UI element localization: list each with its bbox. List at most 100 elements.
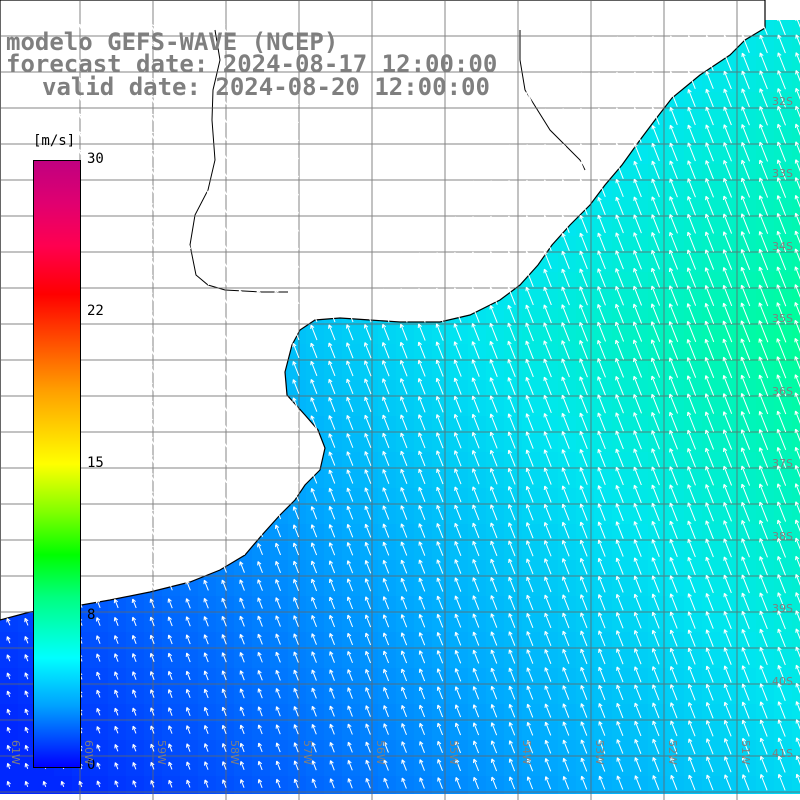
wind-arrow — [777, 70, 786, 90]
wind-arrow — [687, 447, 696, 468]
wind-arrow — [364, 181, 372, 196]
wind-arrow — [329, 21, 335, 33]
wind-arrow — [364, 451, 372, 466]
wind-arrow — [60, 23, 65, 32]
wind-arrow — [149, 671, 155, 680]
wind-arrow — [777, 628, 786, 648]
wind-arrow — [184, 290, 192, 304]
wind-arrow — [615, 196, 624, 216]
wind-arrow — [508, 685, 516, 700]
wind-arrow — [292, 253, 300, 268]
wind-arrow — [688, 774, 696, 791]
wind-arrow — [561, 412, 570, 432]
wind-arrow — [652, 684, 660, 701]
wind-arrow — [669, 249, 679, 270]
wind-arrow — [633, 448, 642, 468]
wind-arrow — [561, 521, 570, 539]
wind-arrow — [400, 577, 408, 592]
wind-arrow — [687, 213, 696, 234]
wind-arrow — [453, 395, 462, 413]
wind-arrow — [131, 201, 137, 213]
wind-arrow — [5, 291, 11, 303]
wind-arrow — [418, 577, 426, 592]
wind-arrow — [23, 436, 29, 447]
lat-label: 36S — [772, 385, 793, 398]
wind-arrow — [561, 304, 570, 324]
wind-arrow — [113, 562, 119, 573]
wind-arrow — [687, 178, 696, 198]
wind-arrow — [257, 524, 264, 538]
wind-arrow — [651, 520, 660, 540]
wind-arrow — [275, 778, 281, 789]
wind-arrow — [274, 200, 282, 214]
field-cell — [792, 272, 800, 290]
wind-arrow — [776, 195, 787, 216]
wind-arrow — [507, 251, 516, 269]
wind-arrow — [131, 598, 137, 609]
wind-arrow — [633, 18, 642, 35]
wind-arrow — [149, 652, 155, 663]
wind-arrow — [382, 559, 390, 574]
wind-arrow — [113, 489, 119, 501]
wind-arrow — [490, 522, 498, 539]
wind-arrow — [383, 723, 389, 735]
wind-arrow — [525, 233, 534, 251]
field-cell — [792, 452, 800, 470]
wind-arrow — [454, 91, 462, 106]
wind-arrow — [131, 544, 137, 555]
wind-arrow — [149, 489, 155, 501]
wind-arrow — [95, 308, 101, 322]
wind-arrow — [435, 414, 444, 431]
wind-arrow — [597, 214, 606, 234]
wind-arrow — [364, 396, 372, 413]
wind-arrow — [740, 374, 751, 397]
wind-arrow — [777, 574, 786, 594]
wind-arrow — [723, 88, 732, 108]
wind-arrow — [436, 450, 444, 467]
wind-arrow — [6, 690, 11, 698]
wind-arrow — [686, 339, 697, 360]
wind-arrow — [292, 542, 300, 556]
wind-arrow — [740, 320, 751, 343]
wind-arrow — [95, 453, 101, 465]
wind-arrow — [292, 128, 300, 142]
lat-label: 40S — [772, 675, 793, 688]
wind-arrow — [490, 595, 498, 610]
wind-arrow — [418, 450, 426, 467]
wind-arrow — [186, 779, 191, 788]
wind-arrow — [113, 41, 119, 50]
wind-arrow — [633, 430, 642, 450]
wind-arrow — [633, 71, 642, 89]
wind-arrow — [759, 719, 768, 737]
wind-arrow — [149, 183, 155, 195]
wind-arrow — [668, 303, 679, 324]
wind-arrow — [239, 543, 245, 555]
wind-arrow — [544, 685, 552, 700]
wind-arrow — [615, 143, 624, 161]
wind-arrow — [472, 162, 480, 179]
lon-label: 51W — [739, 740, 752, 765]
wind-arrow — [651, 611, 660, 629]
wind-arrow — [185, 183, 191, 195]
wind-arrow — [328, 92, 336, 106]
wind-arrow — [95, 183, 101, 195]
wind-arrow — [221, 22, 227, 33]
wind-arrow — [759, 88, 768, 108]
wind-arrow — [562, 612, 570, 629]
wind-arrow — [651, 71, 660, 89]
wind-arrow — [580, 703, 588, 718]
wind-arrow — [759, 592, 768, 612]
wind-arrow — [724, 756, 732, 773]
wind-arrow — [256, 271, 264, 286]
wind-arrow — [543, 161, 552, 179]
wind-arrow — [346, 163, 354, 178]
wind-arrow — [257, 75, 263, 87]
wind-arrow — [561, 340, 570, 360]
wind-arrow — [149, 40, 155, 51]
wind-arrow — [328, 360, 336, 377]
wind-arrow — [758, 213, 769, 234]
wind-arrow — [651, 249, 660, 270]
wind-arrow — [526, 740, 534, 754]
wind-arrow — [508, 594, 516, 611]
wind-arrow — [579, 358, 588, 378]
